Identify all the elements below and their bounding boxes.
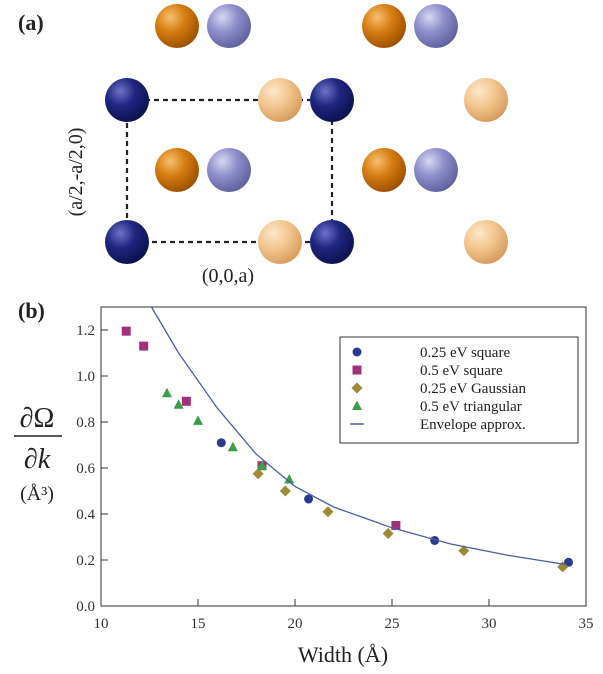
atom bbox=[155, 148, 199, 192]
y-tick-label: 0.2 bbox=[76, 553, 95, 569]
point bbox=[121, 326, 131, 336]
x-tick-label: 30 bbox=[482, 616, 497, 632]
atom bbox=[105, 78, 149, 122]
atom bbox=[414, 148, 458, 192]
atom bbox=[464, 220, 508, 264]
atom bbox=[414, 4, 458, 48]
point bbox=[304, 494, 314, 504]
legend-label: 0.5 eV square bbox=[420, 363, 503, 379]
point bbox=[193, 415, 203, 425]
y-tick-label: 0.4 bbox=[76, 507, 95, 523]
x-axis-label: Width (Å) bbox=[298, 642, 388, 667]
point bbox=[227, 441, 238, 452]
atom bbox=[258, 78, 302, 122]
point bbox=[181, 396, 191, 406]
y-axis-label: (Å³) bbox=[20, 483, 54, 505]
atom bbox=[310, 78, 354, 122]
chart: (b) Width (Å) ∂Ω ∂k (Å³) 10 15 20 25 30 35 0.0… bbox=[14, 298, 594, 667]
atom bbox=[310, 220, 354, 264]
point bbox=[382, 528, 394, 540]
panel-label: (b) bbox=[18, 298, 45, 323]
y-tick-label: 1.0 bbox=[76, 369, 95, 385]
y-tick-label: 0.0 bbox=[76, 599, 95, 615]
x-tick-label: 35 bbox=[579, 616, 594, 632]
x-tick-label: 15 bbox=[191, 616, 206, 632]
point bbox=[458, 545, 470, 557]
point bbox=[173, 399, 184, 409]
atom bbox=[258, 220, 302, 264]
atom bbox=[362, 148, 406, 192]
legend-label: Envelope approx. bbox=[420, 417, 526, 433]
legend-swatch bbox=[352, 347, 362, 357]
x-tick-label: 20 bbox=[288, 616, 303, 632]
y-tick-label: 1.2 bbox=[76, 323, 95, 339]
plot-frame bbox=[100, 306, 587, 607]
point bbox=[391, 521, 401, 530]
point bbox=[216, 438, 226, 448]
legend-label: 0.5 eV triangular bbox=[420, 399, 522, 415]
atom bbox=[362, 4, 406, 48]
envelope-line bbox=[150, 306, 567, 566]
point bbox=[161, 387, 172, 398]
axis-label: (0,0,a) bbox=[202, 265, 254, 287]
point bbox=[322, 506, 334, 518]
legend-swatch bbox=[352, 365, 362, 375]
point bbox=[430, 535, 440, 545]
lattice-diagram: (a) (a/2,-a/2,0) (0,0,a) bbox=[18, 4, 508, 287]
x-tick-label: 25 bbox=[385, 616, 400, 632]
legend-box bbox=[339, 336, 579, 444]
y-axis-label: ∂Ω bbox=[20, 403, 55, 434]
atom bbox=[207, 4, 251, 48]
atom bbox=[464, 78, 508, 122]
unit-cell bbox=[125, 98, 334, 244]
legend-label: 0.25 eV square bbox=[420, 345, 510, 361]
legend-swatch bbox=[352, 400, 362, 410]
point bbox=[284, 474, 295, 484]
y-tick-label: 0.8 bbox=[76, 415, 95, 431]
point bbox=[252, 468, 264, 480]
atom bbox=[207, 148, 251, 192]
y-tick-label: 0.6 bbox=[76, 461, 95, 477]
point bbox=[279, 485, 291, 497]
atom bbox=[155, 4, 199, 48]
axis-label: (a/2,-a/2,0) bbox=[65, 128, 87, 217]
legend-swatch bbox=[351, 382, 363, 394]
atom bbox=[105, 220, 149, 264]
y-axis-label: ∂k bbox=[24, 444, 51, 475]
panel-label: (a) bbox=[18, 10, 44, 35]
point bbox=[257, 460, 268, 470]
legend-label: 0.25 eV Gaussian bbox=[420, 381, 526, 397]
point bbox=[139, 341, 149, 351]
x-tick-label: 10 bbox=[94, 616, 109, 632]
